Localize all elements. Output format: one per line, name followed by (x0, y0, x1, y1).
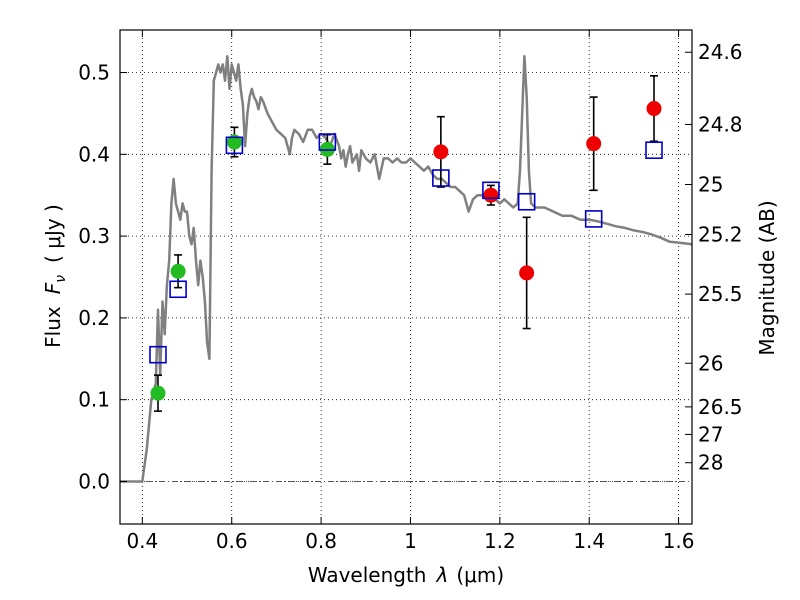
x-tick-label: 1 (404, 529, 417, 553)
x-tick-label: 1.6 (663, 529, 695, 553)
y-axis-label-symbol: F (41, 282, 65, 294)
magnitude-ticks: 24.6 24.8 25 25.2 25.5 26 26.5 27 28 (685, 40, 743, 475)
y-axis-label: Flux Fν ( μJy ) (41, 204, 69, 348)
x-tick-label: 1.4 (573, 529, 605, 553)
y-axis-label-subscript: ν (53, 275, 69, 283)
error-bars (153, 75, 659, 412)
green-data-point (170, 263, 186, 279)
magnitude-tick-label: 25.5 (698, 282, 743, 306)
grid (120, 30, 692, 524)
magnitude-axis-label: Magnitude (AB) (755, 200, 779, 355)
x-axis-label-unit: (μm) (456, 563, 504, 587)
y-tick-label: 0.1 (78, 388, 110, 412)
magnitude-tick-label: 24.6 (698, 40, 743, 64)
model-band-box (584, 210, 603, 228)
model-spectrum-line (120, 54, 693, 483)
y-ticks: 0.0 0.1 0.2 0.3 0.4 0.5 (78, 61, 127, 493)
axes (119, 29, 693, 525)
magnitude-tick-label: 26.5 (698, 395, 743, 419)
model-band-box (225, 136, 244, 155)
red-data-point (433, 144, 449, 160)
model-band-box (169, 280, 187, 299)
magnitude-tick-label: 26 (698, 351, 723, 375)
magnitude-tick-label: 28 (698, 451, 723, 475)
model-band-box (645, 141, 663, 160)
x-axis-label: Wavelength λ (μm) (308, 563, 504, 587)
y-axis-label-unit: ( μJy ) (41, 204, 65, 263)
x-axis-label-prefix: Wavelength (308, 563, 427, 587)
red-data-point (519, 265, 535, 281)
red-data-point (483, 187, 499, 203)
x-tick-label: 0.8 (305, 529, 337, 553)
y-tick-label: 0.0 (78, 469, 110, 493)
y-tick-label: 0.2 (78, 306, 110, 330)
data-points (150, 101, 662, 401)
plot-frame (119, 29, 693, 525)
y-axis-label-prefix: Flux (41, 306, 65, 348)
y-tick-label: 0.5 (78, 61, 110, 85)
green-data-point (150, 385, 166, 401)
model-band-box (149, 345, 167, 364)
magnitude-tick-label: 24.8 (698, 112, 743, 136)
model-band-box (432, 169, 450, 187)
y-tick-label: 0.4 (78, 142, 110, 166)
model-spectrum (120, 54, 693, 483)
magnitude-tick-label: 27 (698, 422, 723, 446)
magnitude-tick-label: 25.2 (698, 222, 743, 246)
x-ticks: 0.4 0.6 0.8 1 1.2 1.4 1.6 (126, 30, 695, 553)
red-data-point (586, 136, 602, 152)
model-band-boxes (149, 133, 663, 364)
x-axis-label-symbol: λ (436, 563, 449, 587)
x-tick-label: 1.2 (484, 529, 516, 553)
model-band-box (482, 181, 500, 200)
y-tick-label: 0.3 (78, 224, 110, 248)
x-tick-label: 0.4 (126, 529, 158, 553)
x-tick-label: 0.6 (216, 529, 248, 553)
green-data-point (226, 134, 242, 150)
red-data-point (646, 101, 662, 117)
magnitude-tick-label: 25 (698, 173, 723, 197)
model-band-box (517, 192, 536, 211)
model-band-box (318, 133, 337, 151)
